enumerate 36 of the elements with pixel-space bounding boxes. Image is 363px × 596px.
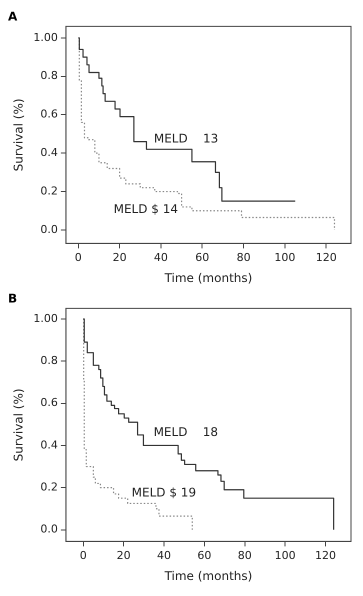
y-tick-label: 0.8 <box>40 69 58 82</box>
x-tick-label: 20 <box>112 250 127 264</box>
y-axis-title: Survival (%) <box>11 98 26 172</box>
y-tick-label: 0.0 <box>40 222 58 236</box>
y-axis-title: Survival (%) <box>11 388 26 462</box>
x-tick-label: 60 <box>195 250 210 264</box>
x-tick-label: 120 <box>316 250 337 264</box>
series-label: MELD $ 14 <box>114 202 178 216</box>
x-axis-title: Time (months) <box>164 270 252 285</box>
y-tick-label: 0.4 <box>40 146 58 160</box>
x-tick-label: 20 <box>116 548 131 562</box>
series-label: MELD 13 <box>154 132 218 146</box>
y-tick-label: 0.8 <box>40 354 58 367</box>
series-label: MELD 18 <box>154 425 218 440</box>
y-tick-label: 0.2 <box>40 480 58 494</box>
x-tick-label: 100 <box>274 548 296 562</box>
x-tick-label: 40 <box>154 250 168 264</box>
y-tick-label: 0.0 <box>40 522 58 536</box>
x-tick-label: 80 <box>236 250 251 264</box>
series-label: MELD $ 19 <box>132 486 196 500</box>
chart-title: A <box>8 9 18 24</box>
y-tick-label: 0.6 <box>40 396 58 410</box>
y-tick-label: 0.4 <box>40 438 58 452</box>
x-tick-label: 0 <box>80 548 87 562</box>
x-tick-label: 0 <box>74 250 82 264</box>
x-tick-label: 60 <box>197 548 212 562</box>
y-tick-label: 0.2 <box>40 184 58 198</box>
y-tick-label: 1.00 <box>33 312 58 325</box>
x-axis-title: Time (months) <box>164 568 252 583</box>
y-tick-label: 1.00 <box>33 30 58 44</box>
chart-title: B <box>8 291 18 306</box>
y-tick-label: 0.6 <box>40 108 58 121</box>
x-tick-label: 100 <box>274 250 296 264</box>
x-tick-label: 40 <box>157 548 172 562</box>
x-tick-label: 80 <box>238 548 252 562</box>
x-tick-label: 120 <box>315 548 336 562</box>
